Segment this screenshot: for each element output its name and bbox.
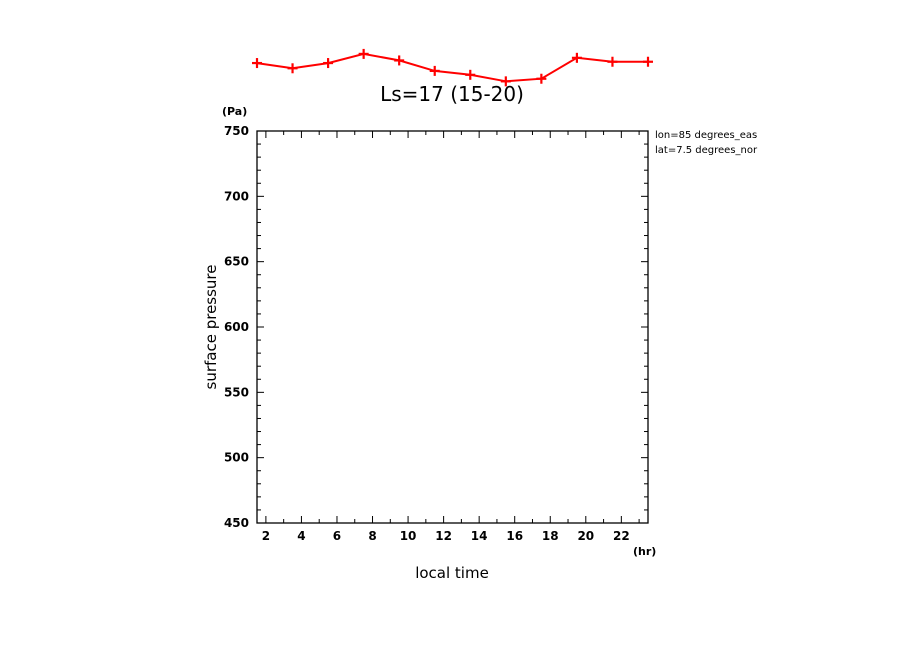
- y-tick-label: 650: [224, 255, 249, 269]
- data-point-marker: [429, 65, 440, 76]
- y-tick-label: 700: [224, 189, 249, 203]
- series-layer: [252, 48, 653, 87]
- x-tick-label: 6: [333, 529, 341, 543]
- x-tick-label: 2: [262, 529, 270, 543]
- x-axis-unit: (hr): [633, 545, 656, 558]
- data-point-marker: [323, 58, 334, 69]
- x-tick-label: 20: [577, 529, 594, 543]
- data-point-marker: [394, 55, 405, 66]
- y-tick-label: 550: [224, 385, 249, 399]
- y-axis: 450 500 550 600 650 700 750: [224, 124, 648, 530]
- series-line: [256, 52, 648, 83]
- x-tick-label: 10: [400, 529, 417, 543]
- y-axis-label: surface pressure: [202, 265, 220, 390]
- data-point-marker: [252, 58, 262, 69]
- x-axis: 2 4 6 8 10 12 14 16 18 20 22: [262, 131, 640, 543]
- x-tick-label: 14: [471, 529, 488, 543]
- x-tick-label: 18: [542, 529, 559, 543]
- y-tick-label: 750: [224, 124, 249, 138]
- annotation-lon: lon=85 degrees_eas: [655, 130, 757, 141]
- data-point-marker: [536, 73, 547, 84]
- y-axis-unit: (Pa): [222, 105, 247, 118]
- annotation-lat: lat=7.5 degrees_nor: [655, 145, 758, 156]
- y-tick-label: 450: [224, 516, 249, 530]
- data-point-marker: [571, 52, 582, 63]
- x-tick-label: 22: [613, 529, 630, 543]
- data-point-marker: [287, 63, 298, 74]
- x-tick-label: 8: [368, 529, 376, 543]
- x-axis-label: local time: [415, 564, 489, 582]
- y-tick-label: 500: [224, 451, 249, 465]
- data-point-marker: [500, 76, 511, 87]
- data-point-marker: [643, 56, 653, 67]
- x-tick-label: 16: [506, 529, 523, 543]
- plot-frame: [256, 130, 649, 524]
- x-tick-label: 12: [435, 529, 452, 543]
- x-tick-label: 4: [297, 529, 305, 543]
- data-point-marker: [465, 69, 476, 80]
- data-point-marker: [607, 56, 618, 67]
- data-point-marker: [358, 48, 369, 59]
- y-tick-label: 600: [224, 320, 249, 334]
- chart-title: Ls=17 (15-20): [380, 82, 524, 106]
